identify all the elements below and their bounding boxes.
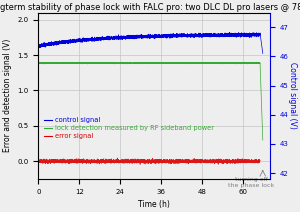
Title: Longterm stability of phase lock with FALC pro: two DLC DL pro lasers @ 780 nm: Longterm stability of phase lock with FA… [0,3,300,12]
Y-axis label: Error and detection signal (V): Error and detection signal (V) [3,39,12,152]
Y-axis label: Control signal (V): Control signal (V) [288,62,297,129]
Text: turning off
the phase lock: turning off the phase lock [228,177,275,188]
X-axis label: Time (h): Time (h) [138,200,170,209]
Legend: control signal, lock detection measured by RF sideband power, error signal: control signal, lock detection measured … [44,117,214,139]
